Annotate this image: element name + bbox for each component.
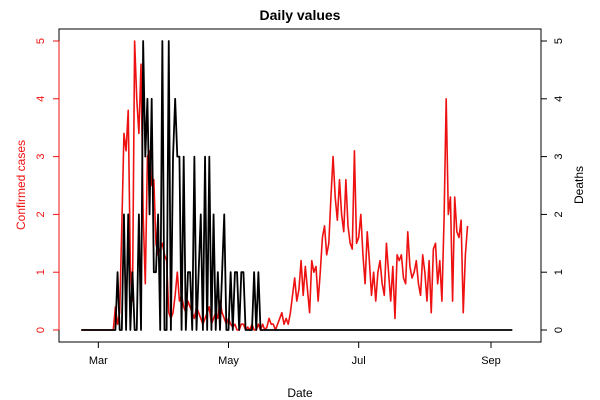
x-axis: Mar May Jul Sep <box>89 342 501 367</box>
chart-title: Daily values <box>260 7 341 23</box>
y-right-tick-label: 1 <box>553 269 565 275</box>
y-left-tick-label: 1 <box>35 269 47 275</box>
y-right-tick-label: 0 <box>553 327 565 333</box>
y-right-tick-label: 4 <box>553 96 565 102</box>
y-axis-left: 0 1 2 3 4 5 <box>35 38 60 333</box>
y-left-tick-label: 0 <box>35 327 47 333</box>
y-right-tick-label: 3 <box>553 154 565 160</box>
x-tick-label: May <box>218 355 239 367</box>
y-right-tick-label: 5 <box>553 38 565 44</box>
x-tick-label: Jul <box>352 355 366 367</box>
x-tick-label: Sep <box>481 355 501 367</box>
x-axis-label: Date <box>287 386 313 400</box>
y-axis-label-left: Confirmed cases <box>14 140 28 230</box>
y-left-tick-label: 5 <box>35 38 47 44</box>
series-line-confirmed-cases <box>81 40 469 331</box>
y-left-tick-label: 4 <box>35 96 47 102</box>
y-right-tick-label: 2 <box>553 211 565 217</box>
y-left-tick-label: 2 <box>35 211 47 217</box>
series-line-deaths <box>81 40 513 331</box>
y-axis-label-right: Deaths <box>572 166 586 204</box>
x-tick-label: Mar <box>89 355 108 367</box>
y-left-tick-label: 3 <box>35 154 47 160</box>
series-layer <box>81 40 513 331</box>
y-axis-right: 0 1 2 3 4 5 <box>540 38 565 333</box>
